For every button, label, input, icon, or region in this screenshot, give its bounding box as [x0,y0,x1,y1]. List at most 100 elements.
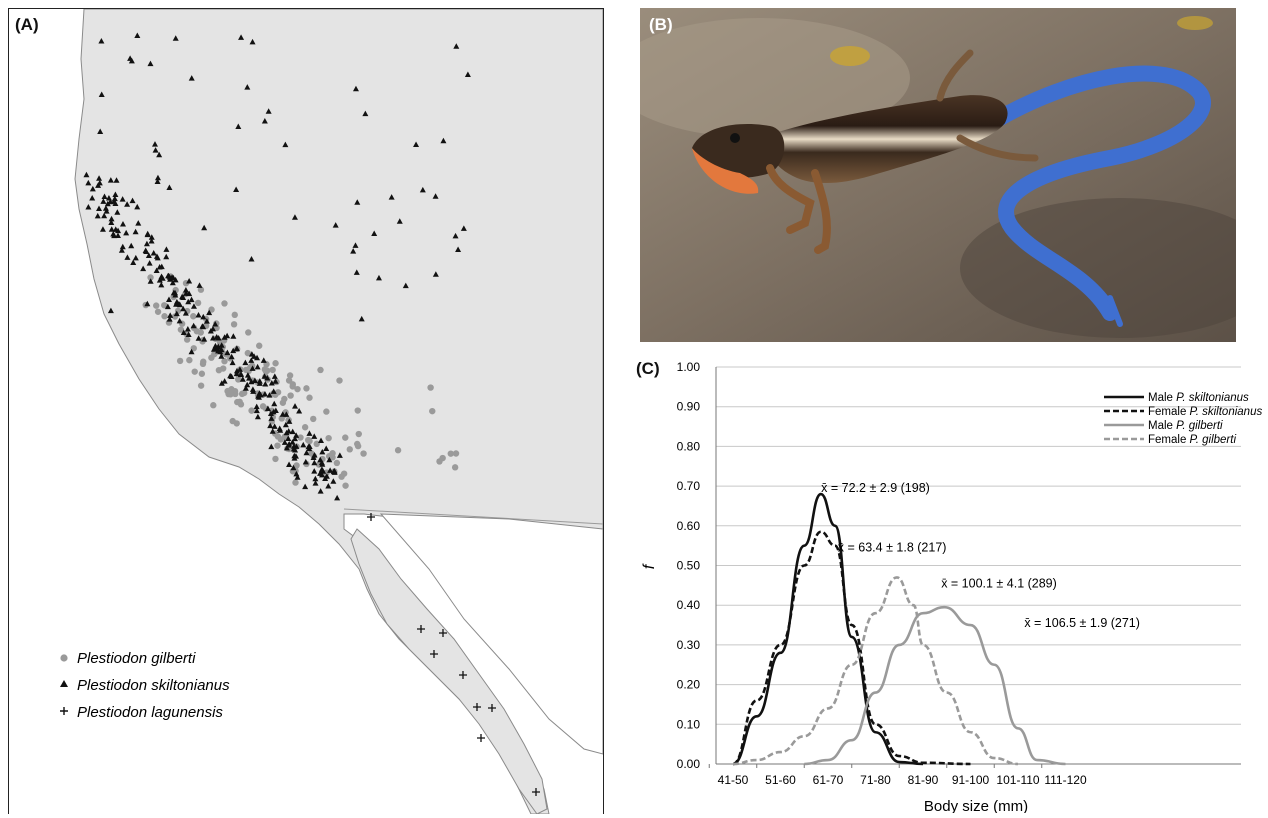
range-map: Plestiodon gilberti Plestiodon skiltonia… [60,9,603,814]
panel-label-a: (A) [15,15,39,34]
skiltonianus-point [176,317,183,324]
skiltonianus-point [233,367,240,374]
series-line [732,576,1019,766]
skiltonianus-point [264,405,271,411]
skiltonianus-point [207,327,214,334]
skiltonianus-point [128,242,135,249]
gilberti-point [317,366,324,374]
skiltonianus-point [101,193,108,199]
skiltonianus-point [261,118,268,124]
map-legend: Plestiodon gilberti Plestiodon skiltonia… [60,650,230,721]
x-axis-label: Body size (mm) [924,798,1028,813]
baja-peninsula [350,528,548,814]
skiltonianus-point [402,282,409,289]
skiltonianus-point [107,307,114,314]
skiltonianus-point [282,141,289,148]
skiltonianus-point [195,311,202,318]
lagunensis-occurrence-points [367,513,540,796]
skiltonianus-point [218,353,225,359]
skiltonianus-point [110,230,117,237]
x-tick-label: 81-90 [908,773,939,787]
gilberti-point [236,398,243,405]
lagunensis-point [430,650,438,658]
x-tick-label: 41-50 [718,773,749,787]
gilberti-point [394,447,402,454]
skiltonianus-point [111,195,118,202]
skiltonianus-point [334,494,341,501]
gilberti-point [191,368,198,375]
skink-body [760,95,1008,184]
skiltonianus-point [100,198,107,204]
skiltonianus-point [158,263,165,270]
skiltonianus-point [294,474,301,480]
lagunensis-point [439,629,447,637]
gilberti-point [360,450,367,457]
skiltonianus-point [242,385,249,391]
skiltonianus-point [103,208,110,214]
skiltonianus-occurrence-points [83,32,471,501]
gilberti-point [235,376,242,383]
skiltonianus-point [312,480,319,486]
skiltonianus-point [144,231,151,238]
skiltonianus-point [172,291,179,298]
skiltonianus-point [230,333,237,339]
skiltonianus-point [188,296,195,303]
skiltonianus-point [146,260,153,266]
gilberti-point [231,311,238,319]
skiltonianus-point [233,345,240,351]
gilberti-point [183,336,191,343]
skiltonianus-point [148,237,155,244]
gilberti-point [310,415,317,423]
skiltonianus-point [256,378,263,384]
skiltonianus-point [272,378,279,384]
skiltonianus-point [127,55,134,61]
skiltonianus-point [244,84,251,90]
gilberti-point [274,442,281,449]
skiltonianus-point [230,347,237,354]
skiltonianus-point [302,458,309,465]
skiltonianus-point [290,446,297,452]
panel-label-b: (B) [649,15,673,34]
skiltonianus-point [432,193,439,199]
skiltonianus-point [282,421,289,428]
gilberti-point [186,356,193,364]
skiltonianus-point [169,279,176,286]
x-tick-label: 51-60 [765,773,796,787]
skink-photo [640,8,1236,342]
gilberti-point [221,300,228,307]
skiltonianus-point [323,445,330,451]
gilberti-point [427,384,434,391]
skink-tail [992,65,1211,321]
gilberti-point [190,345,197,352]
skiltonianus-point [172,276,179,283]
gilberti-point [303,385,310,392]
skiltonianus-point [267,422,274,429]
skiltonianus-point [113,177,120,183]
skiltonianus-point [129,197,136,204]
skiltonianus-point [119,221,126,227]
skiltonianus-point [290,443,297,449]
lagunensis-point [488,704,496,712]
skiltonianus-point [217,348,224,355]
gilberti-point [256,342,263,349]
skiltonianus-point [184,326,191,332]
y-tick-label: 0.70 [677,479,701,493]
skiltonianus-point [311,459,318,466]
skiltonianus-point [166,316,173,322]
skiltonianus-point [253,407,260,414]
skiltonianus-point [119,243,126,250]
gilberti-point [272,455,279,463]
skiltonianus-point [227,372,234,379]
gilberti-point [197,329,204,336]
skiltonianus-point [96,179,103,186]
skiltonianus-point [85,179,92,186]
skiltonianus-point [242,359,249,366]
skiltonianus-point [130,259,137,266]
gilberti-point [245,329,252,336]
gilberti-point [261,366,269,373]
skiltonianus-point [218,380,225,386]
skiltonianus-point [98,91,105,97]
skiltonianus-point [262,381,269,387]
skiltonianus-point [353,269,360,275]
skiltonianus-point [270,388,277,394]
